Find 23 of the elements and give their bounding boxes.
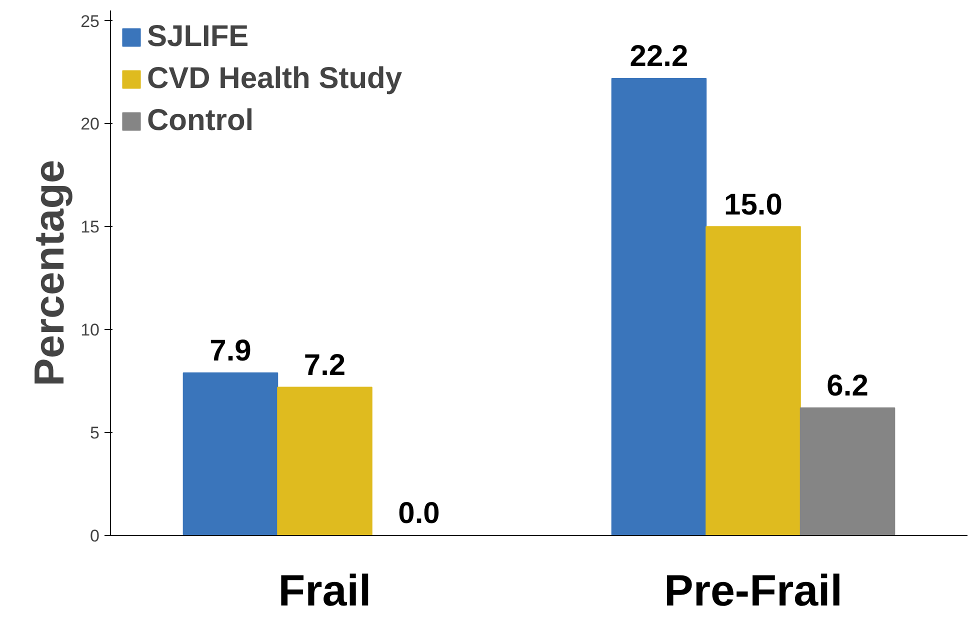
y-tick-label: 15	[80, 218, 100, 237]
x-tick-label: Pre-Frail	[664, 566, 843, 616]
bar	[800, 407, 896, 536]
data-label: 6.2	[826, 370, 868, 402]
x-tick-label: Frail	[278, 566, 372, 616]
data-label: 0.0	[398, 497, 440, 530]
bar	[611, 78, 707, 536]
data-label: 15.0	[724, 188, 782, 222]
legend-label: SJLIFE	[147, 20, 249, 54]
bar	[706, 226, 801, 536]
data-label: 22.2	[630, 40, 688, 74]
y-axis-title: Percentage	[26, 160, 73, 386]
data-label: 7.2	[304, 348, 346, 382]
y-tick-label: 10	[80, 320, 100, 340]
y-tick-label: 25	[80, 12, 100, 31]
y-tick-label: 0	[90, 526, 100, 546]
legend-label: CVD Health Study	[147, 62, 402, 96]
bar	[277, 386, 372, 536]
y-tick-label: 20	[80, 114, 100, 134]
legend-label: Control	[147, 104, 254, 138]
bar	[182, 372, 278, 536]
y-tick-label: 5	[90, 424, 100, 443]
data-label: 7.9	[210, 334, 252, 368]
